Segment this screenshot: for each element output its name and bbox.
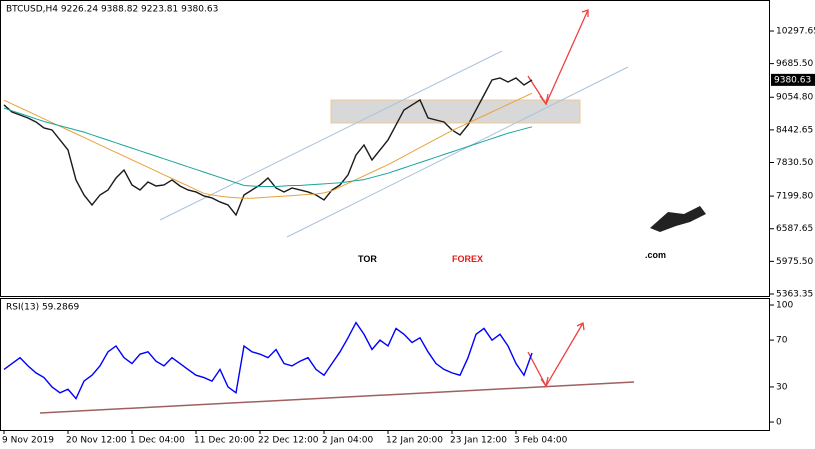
series-line: [3, 321, 533, 400]
y-tick-label: 70: [776, 336, 788, 346]
chart-title: BTCUSD,H4 9226.24 9388.82 9223.81 9380.6…: [6, 5, 218, 15]
rsi-panel: [0, 298, 770, 431]
y-tick-label: 0: [776, 418, 782, 428]
watermark-prefix: TOR: [358, 254, 377, 264]
y-tick-label: 30: [776, 382, 788, 392]
bull-icon: [650, 206, 706, 232]
y-tick-label: 7830.50: [776, 158, 813, 168]
y-tick-label: 5975.50: [776, 257, 813, 267]
y-tick-label: 9685.50: [776, 59, 813, 69]
forecast-arrows: [527, 9, 589, 388]
trend-line: [39, 381, 635, 414]
watermark-suffix: .com: [645, 250, 666, 260]
channel-line: [286, 66, 629, 238]
y-tick-label: 7199.80: [776, 192, 813, 202]
y-tick-label: 9054.80: [776, 93, 813, 103]
price-tag-label: 9380.63: [774, 75, 811, 85]
x-tick-label: 2 Jan 04:00: [322, 436, 374, 446]
x-tick-label: 9 Nov 2019: [2, 436, 54, 446]
x-tick-label: 11 Dec 20:00: [194, 436, 255, 446]
y-tick-label: 5363.35: [776, 289, 813, 299]
watermark-brand: FOREX: [452, 254, 483, 264]
resistance-zone: [330, 99, 581, 124]
y-tick-label: 10297.65: [776, 26, 815, 36]
series-line: [3, 107, 533, 188]
channel-line: [159, 50, 503, 221]
price-tag: [771, 73, 815, 86]
x-tick-label: 20 Nov 12:00: [66, 436, 127, 446]
watermark: TOR FOREX .com: [358, 206, 706, 264]
main-panel: [0, 0, 770, 297]
x-tick-label: 22 Dec 12:00: [258, 436, 319, 446]
series-line: [3, 77, 533, 217]
y-tick-label: 6587.65: [776, 224, 813, 234]
x-tick-label: 23 Jan 12:00: [450, 436, 507, 446]
x-tick-label: 12 Jan 20:00: [386, 436, 443, 446]
series-line: [3, 92, 533, 199]
y-tick-label: 8442.65: [776, 125, 813, 135]
y-tick-label: 100: [776, 301, 793, 311]
x-tick-label: 1 Dec 04:00: [130, 436, 185, 446]
rsi-title: RSI(13) 59.2869: [6, 303, 79, 313]
x-tick-label: 3 Feb 04:00: [514, 436, 568, 446]
